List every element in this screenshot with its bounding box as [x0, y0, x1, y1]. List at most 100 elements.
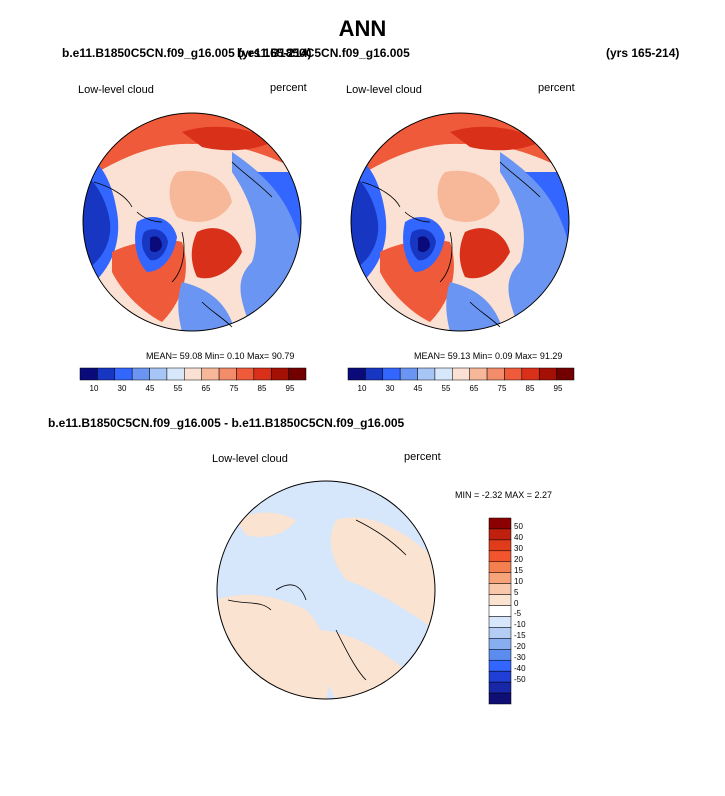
- pacific-core: [182, 126, 272, 151]
- panel2-stats: MEAN= 59.13 Min= 0.09 Max= 91.29: [414, 351, 563, 361]
- colorbar-tick-label: -5: [514, 609, 522, 619]
- colorbar-swatch: [488, 594, 512, 606]
- colorbar-tick-label: 55: [441, 384, 451, 393]
- panel2-years: (yrs 165-214): [606, 46, 680, 60]
- colorbar-tick-label: 50: [514, 521, 523, 531]
- panel1-units-label: percent: [270, 82, 307, 94]
- colorbar-swatch: [486, 367, 505, 381]
- colorbar-tick-label: 30: [117, 384, 127, 393]
- colorbar-tick-label: 75: [497, 384, 507, 393]
- colorbar-tick-label: -50: [514, 675, 526, 685]
- colorbar-tick-label: 95: [285, 384, 295, 393]
- colorbar-tick-label: -30: [514, 653, 526, 663]
- colorbar-swatch: [488, 627, 512, 639]
- central-arctic-region: [437, 170, 500, 222]
- colorbar-tick-label: 45: [413, 384, 423, 393]
- colorbar-swatch: [488, 670, 512, 683]
- colorbar-swatch: [417, 367, 436, 381]
- coastlines: [227, 519, 407, 681]
- colorbar-swatch: [488, 616, 512, 628]
- coastlines: [361, 161, 541, 328]
- colorbar-tick-label: 95: [553, 384, 563, 393]
- colorbar-swatch: [521, 367, 540, 381]
- colorbar-swatch: [434, 367, 453, 381]
- colorbar-swatch: [97, 367, 116, 381]
- panel1-case-title: b.e11.B1850C5CN.f09_g16.005 (yrs 165-214…: [62, 46, 312, 60]
- colorbar-tick-label: 65: [469, 384, 479, 393]
- colorbar-swatch: [488, 572, 512, 584]
- colorbar-swatch: [488, 659, 512, 672]
- central-arctic-region: [169, 170, 232, 222]
- panel2-variable-label: Low-level cloud: [346, 84, 422, 96]
- colorbar-tick-label: 30: [385, 384, 395, 393]
- pacific-core: [450, 126, 540, 151]
- colorbar-tick-label: -10: [514, 620, 526, 630]
- diff-case-title: b.e11.B1850C5CN.f09_g16.005 - b.e11.B185…: [48, 416, 405, 430]
- colorbar-swatch: [488, 528, 512, 541]
- colorbar-swatch: [488, 681, 512, 694]
- colorbar-tick-label: 20: [514, 554, 523, 564]
- colorbar-tick-label: -15: [514, 631, 526, 641]
- panel1-stats: MEAN= 59.08 Min= 0.10 Max= 90.79: [146, 351, 295, 361]
- colorbar-tick-label: 10: [357, 384, 367, 393]
- colorbar-swatch: [399, 367, 418, 381]
- colorbar-tick-label: 85: [525, 384, 535, 393]
- diff-units-label: percent: [404, 451, 441, 463]
- colorbar-tick-label: -20: [514, 642, 526, 652]
- colorbar-swatch: [556, 367, 575, 381]
- colorbar-swatch: [288, 367, 307, 381]
- scandinavia-region: [446, 282, 500, 331]
- map-border: [350, 112, 570, 332]
- colorbar-swatch: [236, 367, 255, 381]
- colorbar-swatch: [131, 367, 150, 381]
- colorbar-tick-label: 10: [89, 384, 99, 393]
- colorbar-tick-label: 65: [201, 384, 211, 393]
- colorbar-swatch: [166, 367, 185, 381]
- colorbar-swatch: [488, 638, 512, 650]
- colorbar-swatch: [488, 692, 512, 705]
- colorbar-swatch: [488, 605, 512, 617]
- colorbar-tick-label: 0: [514, 598, 519, 608]
- colorbar-swatch: [469, 367, 488, 381]
- map-border: [216, 480, 436, 700]
- panel1-variable-label: Low-level cloud: [78, 84, 154, 96]
- colorbar-swatch: [184, 367, 202, 381]
- diff-variable-label: Low-level cloud: [212, 453, 288, 465]
- scandinavia-region: [178, 282, 232, 331]
- colorbar-swatch: [201, 367, 220, 381]
- colorbar-swatch: [218, 367, 237, 381]
- barents-region: [459, 228, 510, 279]
- colorbar-swatch: [79, 367, 98, 381]
- panel2-units-label: percent: [538, 82, 575, 94]
- colorbar-tick-label: 40: [514, 532, 523, 542]
- west-land-dark: [83, 172, 111, 272]
- diff-pacific-patch: [236, 512, 296, 537]
- east-siberia-region: [257, 172, 301, 252]
- diff-stats: MIN = -2.32 MAX = 2.27: [455, 490, 553, 500]
- colorbar-tick-label: 15: [514, 565, 523, 575]
- colorbar-tick-label: 75: [229, 384, 239, 393]
- panel1-colorbar: [79, 367, 307, 381]
- north-pacific-region: [351, 113, 569, 182]
- colorbar-swatch: [504, 367, 523, 381]
- colorbar-swatch: [149, 367, 168, 381]
- colorbar-tick-label: -40: [514, 664, 526, 674]
- panel2-case-title: b.e11.B1850C5CN.f09_g16.005: [237, 46, 410, 60]
- greenland-center: [418, 236, 430, 253]
- panel2-colorbar: [347, 367, 575, 381]
- colorbar-swatch: [488, 561, 512, 573]
- colorbar-swatch: [488, 550, 512, 563]
- colorbar-tick-label: 55: [173, 384, 183, 393]
- colorbar-tick-label: 30: [514, 543, 523, 553]
- colorbar-swatch: [488, 517, 512, 530]
- main-title: ANN: [338, 16, 387, 41]
- colorbar-swatch: [488, 649, 512, 661]
- colorbar-tick-label: 5: [514, 587, 519, 597]
- colorbar-swatch: [538, 367, 557, 381]
- diff-colorbar: [488, 517, 512, 705]
- colorbar-swatch: [114, 367, 133, 381]
- north-pacific-region: [83, 113, 301, 182]
- diff-siberia-positive: [330, 517, 435, 630]
- colorbar-swatch: [488, 539, 512, 552]
- colorbar-swatch: [488, 583, 512, 595]
